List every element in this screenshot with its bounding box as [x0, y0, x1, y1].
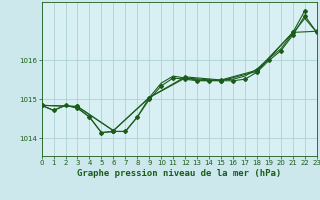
X-axis label: Graphe pression niveau de la mer (hPa): Graphe pression niveau de la mer (hPa) — [77, 169, 281, 178]
